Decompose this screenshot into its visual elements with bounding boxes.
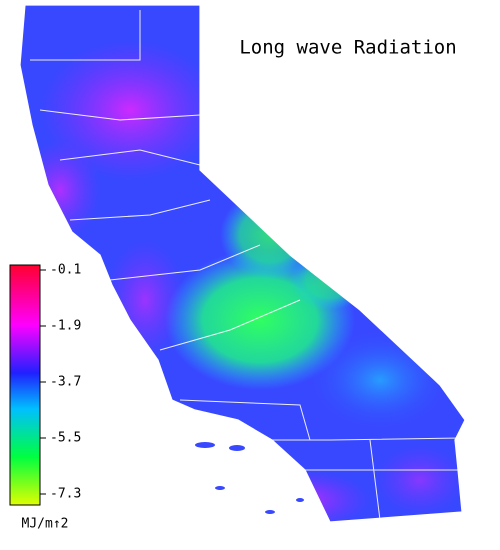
legend-tick-label: -5.5 [50, 431, 81, 446]
map-title: Long wave Radiation [239, 37, 456, 59]
legend-tick-label: -3.7 [50, 375, 81, 390]
legend-tick-label: -7.3 [50, 487, 81, 502]
legend: -0.1 -1.9 -3.7 -5.5 -7.3 [40, 263, 81, 502]
legend-unit: MJ/m↑2 [22, 517, 69, 532]
legend-tick-label: -1.9 [50, 319, 81, 334]
color-bar [9, 264, 41, 506]
islands [195, 442, 304, 514]
legend-tick-label: -0.1 [50, 263, 81, 278]
